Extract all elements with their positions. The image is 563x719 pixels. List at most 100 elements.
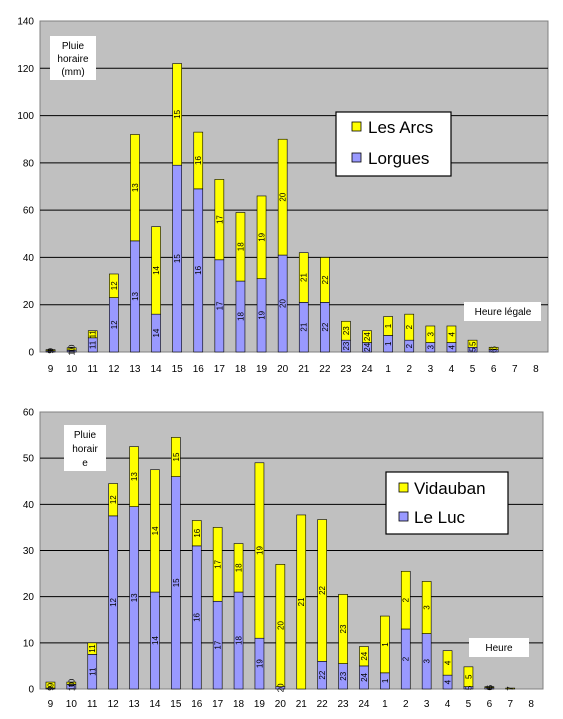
bar-data-label: 11 bbox=[89, 340, 98, 349]
bar-segment-vidauban bbox=[421, 581, 432, 634]
bar-data-label: 14 bbox=[152, 328, 161, 337]
x-tick-label: 24 bbox=[361, 364, 373, 375]
bar-data-label: 13 bbox=[130, 472, 139, 481]
bar-segment-vidauban bbox=[505, 687, 516, 690]
bar-data-label: 15 bbox=[172, 578, 181, 587]
bar-segment-les-arcs bbox=[467, 339, 478, 348]
bar-data-label: 23 bbox=[339, 624, 348, 633]
bar-data-label: 12 bbox=[109, 597, 118, 606]
bar-data-label: 3 bbox=[423, 659, 432, 664]
annotation-box bbox=[50, 36, 96, 80]
x-tick-label: 7 bbox=[512, 364, 518, 375]
legend-label-vidauban: Vidauban bbox=[414, 479, 486, 498]
bar-segment-les-arcs bbox=[446, 325, 457, 343]
bar-data-label: 23 bbox=[342, 326, 351, 335]
bar-data-label: 13 bbox=[130, 593, 139, 602]
x-note-box bbox=[469, 638, 529, 657]
bar-segment-les-arcs bbox=[214, 179, 225, 261]
x-tick-label: 2 bbox=[406, 364, 412, 375]
bar-segment-vidauban bbox=[463, 666, 474, 687]
x-tick-label: 10 bbox=[66, 364, 78, 375]
bar-segment-les-arcs bbox=[151, 226, 161, 315]
bar-segment-vidauban bbox=[66, 681, 77, 685]
y-tick-label: 0 bbox=[28, 685, 34, 696]
bar-data-label: 12 bbox=[110, 320, 119, 329]
y-tick-label: 50 bbox=[23, 454, 35, 465]
bar-data-label: 5 bbox=[464, 674, 473, 679]
bar-segment-vidauban bbox=[191, 520, 202, 547]
bar-segment-les-arcs bbox=[193, 131, 204, 190]
x-tick-label: 8 bbox=[528, 699, 534, 710]
y-tick-label: 0 bbox=[28, 348, 34, 359]
gridlines bbox=[40, 67, 548, 306]
bar-segment-vidauban bbox=[45, 681, 56, 689]
bar-segment-les-arcs bbox=[320, 257, 330, 303]
x-tick-label: 23 bbox=[340, 364, 352, 375]
bar-data-label: 22 bbox=[318, 670, 327, 679]
legend-swatch-les-arcs bbox=[351, 121, 362, 132]
x-tick-label: 5 bbox=[466, 699, 472, 710]
x-tick-label: 4 bbox=[445, 699, 451, 710]
x-tick-label: 11 bbox=[87, 699, 98, 710]
x-tick-label: 19 bbox=[256, 364, 268, 375]
x-axis-ticks: 9 10 11 12 13 14 15 16 17 18 19 20 21 22 23 24 1 2 3 4 5 6 7 8 bbox=[48, 699, 535, 710]
bar-segment-les-arcs bbox=[425, 325, 436, 343]
y-tick-label: 60 bbox=[23, 206, 35, 217]
bar-data-label: 18 bbox=[236, 242, 245, 251]
x-tick-label: 5 bbox=[470, 364, 476, 375]
bar-segment-vidauban bbox=[150, 469, 160, 593]
bar-data-label: 13 bbox=[131, 183, 140, 192]
x-tick-label: 18 bbox=[233, 699, 245, 710]
bar-data-label: 1 bbox=[384, 341, 393, 346]
x-tick-label: 13 bbox=[128, 699, 140, 710]
bar-segment-vidauban bbox=[275, 564, 286, 687]
plot-area bbox=[39, 20, 549, 353]
x-tick-label: 15 bbox=[172, 364, 184, 375]
bar-data-label: 20 bbox=[279, 192, 288, 201]
bar-data-label: 19 bbox=[258, 310, 267, 319]
bar-segment-les-arcs bbox=[298, 252, 309, 303]
bar-segment-les-arcs bbox=[172, 63, 182, 166]
x-tick-label: 7 bbox=[507, 699, 513, 710]
x-tick-label: 13 bbox=[129, 364, 141, 375]
x-tick-label: 21 bbox=[298, 364, 310, 375]
y-tick-label: 60 bbox=[23, 408, 35, 419]
bar-data-label: 2 bbox=[405, 324, 414, 329]
bar-data-label: 3 bbox=[426, 344, 435, 349]
bar-data-label: 17 bbox=[214, 559, 223, 568]
legend-label-le-luc: Le Luc bbox=[414, 508, 466, 527]
legend-label-les-arcs: Les Arcs bbox=[368, 118, 433, 137]
bar-data-label: 19 bbox=[258, 232, 267, 241]
bar-data-label: 9 bbox=[46, 686, 55, 691]
x-tick-label: 9 bbox=[48, 364, 54, 375]
bar-segment-vidauban bbox=[296, 514, 307, 690]
bar-data-label: 9 bbox=[47, 347, 56, 352]
y-tick-label: 10 bbox=[23, 638, 35, 649]
bar-segment-vidauban bbox=[212, 527, 223, 602]
bar-data-label: 6 bbox=[485, 686, 494, 691]
bar-segment-les-arcs bbox=[130, 134, 140, 242]
y-tick-label: 40 bbox=[23, 500, 35, 511]
bar-data-label: 24 bbox=[363, 342, 372, 351]
bar-data-label: 23 bbox=[342, 341, 351, 350]
bar-segment-les-arcs bbox=[66, 347, 77, 351]
x-tick-label: 1 bbox=[382, 699, 388, 710]
y-tick-label: 80 bbox=[23, 158, 35, 169]
bar-segment-vidauban bbox=[442, 650, 453, 676]
x-tick-label: 2 bbox=[403, 699, 409, 710]
bar-data-label: 22 bbox=[321, 322, 330, 331]
bar-segment-vidauban bbox=[400, 570, 411, 630]
x-tick-label: 10 bbox=[66, 699, 78, 710]
x-tick-label: 15 bbox=[170, 699, 182, 710]
legend-swatch-le-luc bbox=[398, 511, 409, 522]
x-tick-label: 8 bbox=[533, 364, 539, 375]
bar-data-label: 16 bbox=[193, 612, 202, 621]
bar-data-label: 5 bbox=[469, 347, 478, 352]
bar-data-label: 1 bbox=[381, 642, 390, 647]
bar-data-label: 11 bbox=[89, 330, 98, 339]
bar-data-label: 6 bbox=[485, 684, 494, 689]
x-tick-label: 14 bbox=[150, 364, 162, 375]
bar-segment-les-arcs bbox=[341, 320, 351, 341]
x-tick-label: 19 bbox=[254, 699, 266, 710]
